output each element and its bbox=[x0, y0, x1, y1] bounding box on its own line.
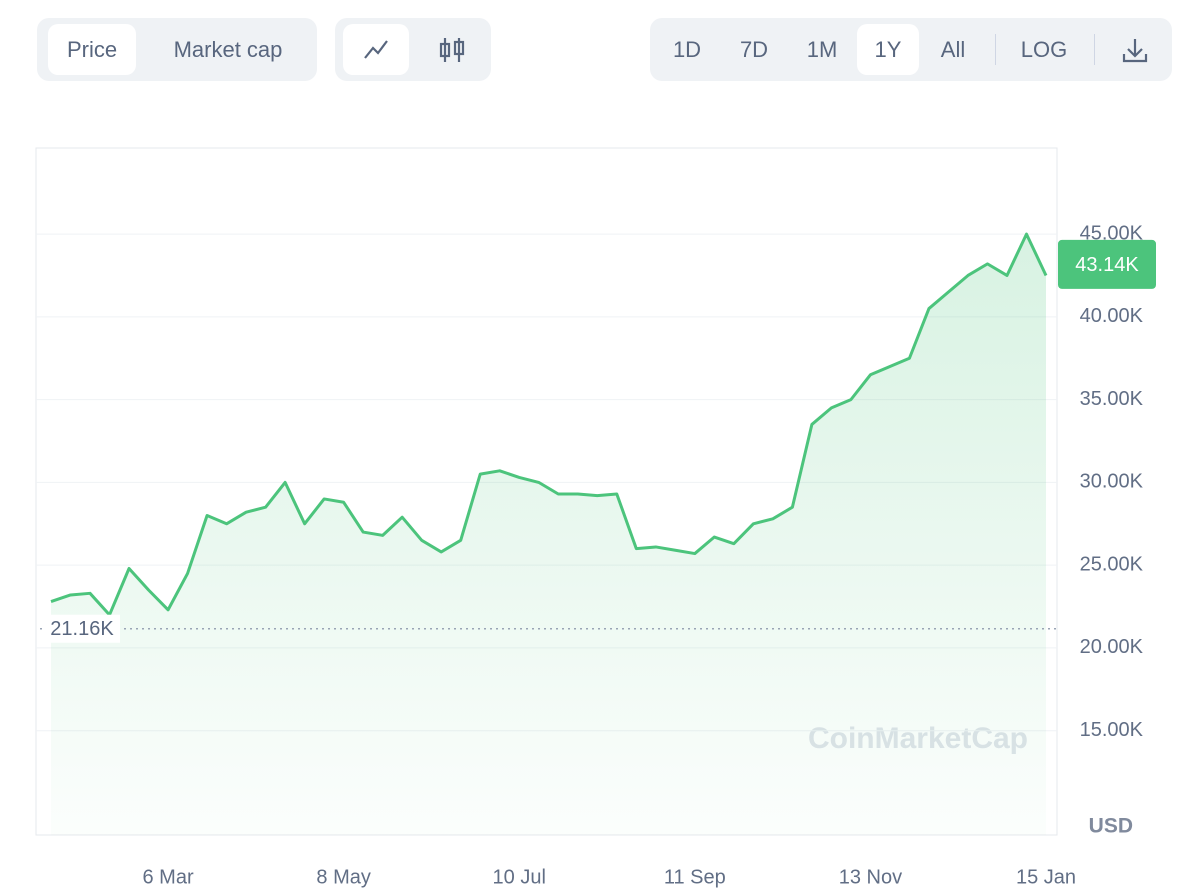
y-tick-label: 30.00K bbox=[1080, 471, 1144, 493]
download-button[interactable] bbox=[1110, 24, 1160, 75]
y-tick-label: 40.00K bbox=[1080, 305, 1144, 327]
log-button[interactable]: LOG bbox=[1020, 37, 1068, 62]
line-button[interactable] bbox=[343, 24, 409, 75]
price-button[interactable]: Price bbox=[48, 24, 136, 75]
candle-icon bbox=[439, 38, 465, 62]
watermark: CoinMarketCap bbox=[808, 722, 1028, 755]
range-toggle: 1D 7D 1M 1Y All LOG bbox=[650, 18, 1172, 81]
unit-label: USD bbox=[1089, 815, 1133, 838]
low-marker-bg bbox=[42, 614, 120, 643]
market-cap-button[interactable]: Market cap bbox=[173, 37, 283, 62]
separator bbox=[1094, 34, 1095, 65]
x-tick-label: 6 Mar bbox=[142, 866, 193, 888]
x-tick-label: 15 Jan bbox=[1016, 866, 1076, 888]
y-tick-label: 45.00K bbox=[1080, 222, 1144, 244]
area bbox=[51, 234, 1046, 836]
range-button[interactable]: 7D bbox=[739, 37, 769, 62]
y-tick-label: 35.00K bbox=[1080, 388, 1144, 410]
metric-toggle: Price Market cap bbox=[37, 18, 317, 81]
x-tick-label: 10 Jul bbox=[493, 866, 546, 888]
y-tick-label: 20.00K bbox=[1080, 636, 1144, 658]
x-tick-label: 8 May bbox=[316, 866, 370, 888]
chart-style-toggle bbox=[335, 18, 491, 81]
range-button[interactable]: 1Y bbox=[857, 24, 919, 75]
download-icon bbox=[1122, 39, 1148, 63]
y-tick-label: 15.00K bbox=[1080, 719, 1144, 741]
y-tick-label: 25.00K bbox=[1080, 553, 1144, 575]
plot-frame bbox=[35, 147, 1058, 836]
range-button[interactable]: All bbox=[940, 37, 966, 62]
line-icon bbox=[364, 40, 388, 59]
separator bbox=[995, 34, 996, 65]
current-price-badge bbox=[1058, 239, 1156, 289]
range-button[interactable]: 1D bbox=[672, 37, 702, 62]
candle-button[interactable] bbox=[421, 24, 483, 75]
price-line bbox=[50, 232, 1048, 617]
low-marker-label: 21.16K bbox=[50, 618, 114, 640]
range-button[interactable]: 1M bbox=[806, 37, 838, 62]
x-tick-label: 13 Nov bbox=[839, 866, 902, 888]
current-price-label: 43.14K bbox=[1075, 254, 1139, 276]
x-tick-label: 11 Sep bbox=[664, 866, 726, 888]
